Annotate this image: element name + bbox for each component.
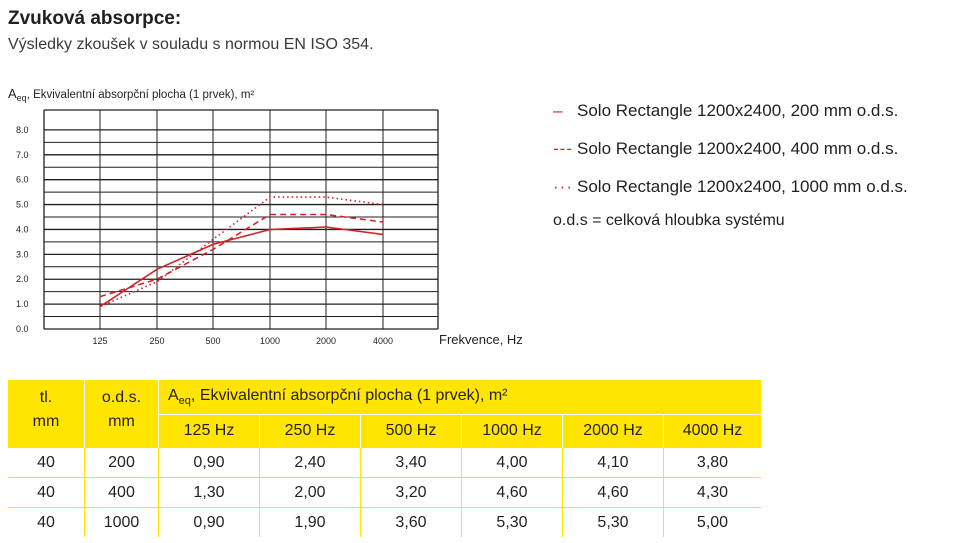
header-ods-label: o.d.s. [101, 389, 142, 406]
table-cell: 40 [8, 507, 85, 537]
series-line-solid [99, 226, 384, 308]
y-axis-label: Aeq, Ekvivalentní absorpční plocha (1 pr… [8, 86, 254, 103]
header-thickness-unit: mm [32, 413, 60, 430]
table-cell: 4,60 [562, 477, 664, 508]
legend-marker-dotted: ··· [553, 177, 573, 196]
legend-label: Solo Rectangle 1200x2400, 1000 mm o.d.s. [577, 177, 908, 196]
x-axis-label: Frekvence, Hz [439, 332, 523, 347]
table-cell: 200 [84, 447, 159, 478]
header-aeq: Aeq, Ekvivalentní absorpční plocha (1 pr… [158, 380, 761, 415]
table-cell: 40 [8, 477, 85, 508]
chart-legend: – Solo Rectangle 1200x2400, 200 mm o.d.s.… [553, 98, 908, 230]
table-cell: 4,00 [461, 447, 563, 478]
header-freq-2000: 2000 Hz [562, 414, 664, 448]
table-cell: 3,80 [663, 447, 761, 478]
header-ods-unit: mm [108, 413, 135, 430]
table-cell: 5,00 [663, 507, 761, 537]
header-freq-4000: 4000 Hz [663, 414, 761, 448]
legend-item-1000mm: ··· Solo Rectangle 1200x2400, 1000 mm o.d… [553, 174, 908, 212]
series-line-dashed [99, 213, 384, 298]
header-freq-250: 250 Hz [259, 414, 361, 448]
table-cell: 4,30 [663, 477, 761, 508]
absorption-chart: 0.0 1.0 2.0 3.0 4.0 5.0 6.0 7.0 8.0 125 250 500 100… [16, 109, 523, 347]
table-cell: 5,30 [461, 507, 563, 537]
legend-marker-solid: – [553, 101, 564, 120]
series-line-dotted [99, 196, 384, 308]
header-thickness-label: tl. [39, 389, 53, 406]
legend-label: Solo Rectangle 1200x2400, 200 mm o.d.s. [577, 101, 899, 120]
table-row: 40 400 1,30 2,00 3,20 4,60 4,60 4,30 [8, 477, 761, 508]
table-cell: 1000 [84, 507, 159, 537]
y-tick-label: 8.0 [16, 125, 29, 135]
legend-label: Solo Rectangle 1200x2400, 400 mm o.d.s. [577, 139, 899, 158]
legend-item-200mm: – Solo Rectangle 1200x2400, 200 mm o.d.s. [553, 98, 908, 136]
table-cell: 5,30 [562, 507, 664, 537]
series-lines [99, 196, 384, 308]
header-aeq-symbol: A [168, 386, 179, 404]
y-tick-label: 2.0 [16, 274, 29, 284]
table-cell: 3,20 [360, 477, 462, 508]
y-tick-label: 7.0 [16, 150, 29, 160]
header-aeq-subscript: eq [178, 395, 191, 408]
header-thickness: tl. mm [8, 380, 85, 448]
y-axis-label-symbol: A [8, 86, 17, 101]
y-tick-label: 5.0 [16, 200, 29, 210]
table-cell: 400 [84, 477, 159, 508]
page-subtitle: Výsledky zkoušek v souladu s normou EN I… [8, 36, 374, 53]
header-freq-125: 125 Hz [158, 414, 260, 448]
legend-item-400mm: --- Solo Rectangle 1200x2400, 400 mm o.d.… [553, 136, 908, 174]
legend-marker-dashed: --- [553, 139, 573, 158]
y-tick-label: 3.0 [16, 249, 29, 259]
table-cell: 3,60 [360, 507, 462, 537]
x-tick-label: 1000 [260, 336, 280, 346]
x-tick-label: 4000 [373, 336, 393, 346]
y-axis-label-text: , Ekvivalentní absorpční plocha (1 prvek… [26, 89, 255, 101]
chart-grid [43, 109, 439, 330]
y-tick-labels: 0.0 1.0 2.0 3.0 4.0 5.0 6.0 7.0 8.0 [16, 125, 29, 334]
x-tick-labels: 125 250 500 1000 2000 4000 [92, 336, 393, 346]
header-ods: o.d.s. mm [84, 380, 159, 448]
x-tick-label: 500 [205, 336, 220, 346]
table-cell: 0,90 [158, 447, 260, 478]
header-freq-1000: 1000 Hz [461, 414, 563, 448]
table-cell: 1,30 [158, 477, 260, 508]
x-tick-label: 125 [92, 336, 107, 346]
legend-note: o.d.s = celková hloubka systému [553, 212, 785, 229]
table-cell: 2,00 [259, 477, 361, 508]
table-cell: 0,90 [158, 507, 260, 537]
table-cell: 1,90 [259, 507, 361, 537]
x-tick-label: 250 [149, 336, 164, 346]
y-tick-label: 1.0 [16, 299, 29, 309]
header-freq-500: 500 Hz [360, 414, 462, 448]
table-cell: 2,40 [259, 447, 361, 478]
table-cell: 3,40 [360, 447, 462, 478]
table-cell: 4,60 [461, 477, 563, 508]
table-row: 40 200 0,90 2,40 3,40 4,00 4,10 3,80 [8, 447, 761, 478]
absorption-table: tl. mm o.d.s. mm Aeq, Ekvivalentní absorpč… [8, 380, 761, 537]
y-tick-label: 6.0 [16, 175, 29, 185]
table-cell: 40 [8, 447, 85, 478]
y-tick-label: 0.0 [16, 324, 29, 334]
y-tick-label: 4.0 [16, 224, 29, 234]
header-aeq-text: , Ekvivalentní absorpční plocha (1 prvek… [190, 386, 508, 404]
table-cell: 4,10 [562, 447, 664, 478]
table-row: 40 1000 0,90 1,90 3,60 5,30 5,30 5,00 [8, 507, 761, 537]
x-tick-label: 2000 [316, 336, 336, 346]
page-title: Zvuková absorpce: [8, 8, 182, 29]
y-axis-label-subscript: eq [16, 93, 27, 103]
